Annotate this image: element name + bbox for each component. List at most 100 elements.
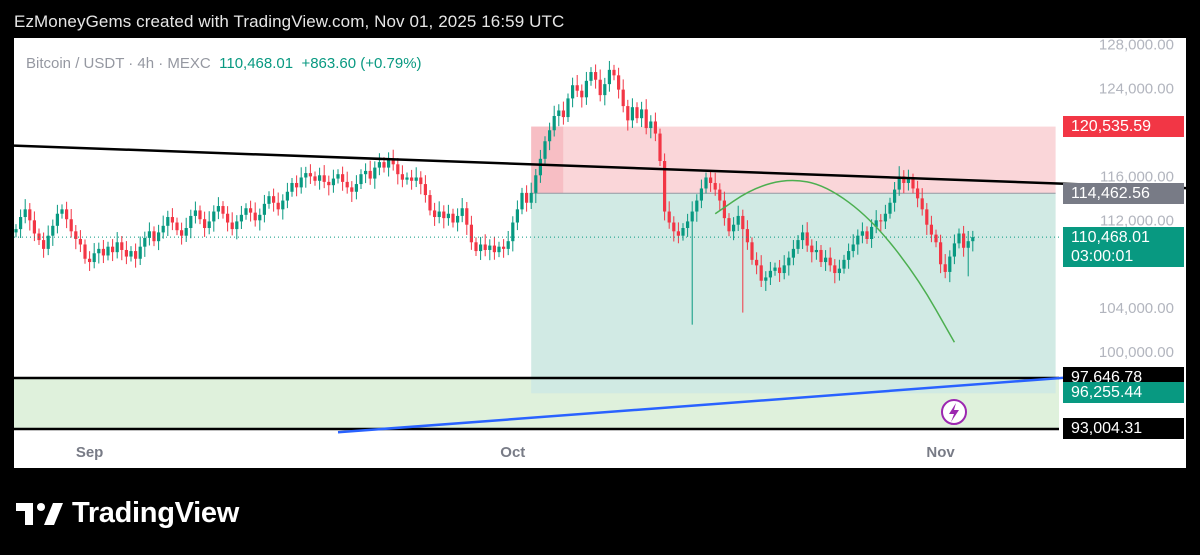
candle-body [410,177,414,181]
y-tick-label: 116,000.00 [1100,168,1174,185]
candle-body [258,214,262,221]
candle-body [23,209,27,218]
candle-body [327,181,331,186]
price-label-value: 96,255.44 [1071,383,1143,401]
price-chart[interactable]: 100,000.00 104,000.00 112,000.00 116,000.00… [14,38,1186,468]
candle-body [345,181,349,188]
candle-body [874,220,878,227]
candle-body [511,222,515,242]
candle-body [865,231,869,239]
candle-body [911,178,915,189]
candle-body [561,110,565,118]
candle-body [548,130,552,142]
candle-body [78,238,82,245]
lightning-icon [941,399,967,425]
candle-body [281,200,285,210]
candle-body [207,221,211,229]
price-label: 93,004.31 [1063,418,1184,440]
candle-body [736,215,740,225]
candle-body [299,177,303,188]
candle-body [722,200,726,219]
candle-body [377,162,381,168]
candle-body [115,242,119,253]
candle-body [354,184,358,192]
candle-body [649,121,653,129]
candle-body [55,213,59,226]
candle-body [364,170,368,175]
candle-body [433,210,437,218]
x-tick-label: Sep [76,444,104,461]
price-label: 110,468.01 03:00:01 [1063,227,1184,268]
candle-body [313,176,317,181]
candle-body [479,244,483,252]
candle-body [529,192,533,203]
candle-body [295,182,299,188]
chart-credit: EzMoneyGems created with TradingView.com… [14,12,565,31]
candle-body [51,225,55,236]
chart-panel[interactable]: 100,000.00 104,000.00 112,000.00 116,000.00… [14,38,1186,468]
candle-body [92,253,96,263]
candle-body [396,164,400,175]
candle-body [870,226,874,239]
candle-body [138,246,142,259]
candle-body [451,213,455,223]
candle-body [502,246,506,249]
candle-body [727,218,731,232]
candle-body [538,158,542,176]
symbol-legend: Bitcoin / USDT · 4h · MEXC 110,468.01 +8… [26,55,422,72]
candle-body [180,230,184,236]
candle-body [442,211,446,219]
candle-body [161,225,165,233]
candle-body [322,175,326,182]
candle-body [580,90,584,98]
candle-body [837,268,841,274]
candle-body [359,174,363,185]
candle-body [906,178,910,183]
candle-body [193,210,197,216]
candle-body [350,187,354,192]
candle-body [460,208,464,216]
y-tick-label: 124,000.00 [1099,81,1174,98]
candle-body [686,221,690,229]
candle-body [318,175,322,181]
candle-body [423,184,427,196]
candle-body [469,224,473,243]
candle-body [239,214,243,222]
bar-countdown: 03:00:01 [1071,248,1134,266]
candle-body [331,178,335,186]
candle-body [88,258,92,263]
y-tick-label: 112,000.00 [1100,212,1174,229]
candle-body [143,237,147,247]
candle-body [745,229,749,243]
candle-body [695,200,699,212]
candle-body [198,210,202,220]
candle-body [129,251,133,257]
candle-body [584,80,588,98]
candle-body [755,259,759,266]
candle-body [506,241,510,249]
candle-body [106,246,110,256]
candle-body [672,222,676,232]
candle-body [69,219,73,232]
candle-body [262,203,266,215]
candle-body [60,209,64,214]
candle-body [934,234,938,243]
candle-body [175,222,179,231]
candle-body [929,224,933,235]
candle-body [888,202,892,214]
candle-body [699,188,703,201]
x-tick-label: Nov [926,444,955,461]
candle-body [653,121,657,134]
symbol-info: Bitcoin / USDT · 4h · MEXC [26,55,211,72]
candle-body [962,233,966,248]
candle-body [759,265,763,281]
candle-body [939,242,943,265]
candle-body [382,162,386,168]
candle-body [879,220,883,222]
candle-body [221,206,225,214]
candle-body [290,182,294,192]
candle-body [216,206,220,212]
candle-body [19,217,23,230]
last-price: 110,468.01 [219,55,294,72]
candle-body [805,232,809,246]
